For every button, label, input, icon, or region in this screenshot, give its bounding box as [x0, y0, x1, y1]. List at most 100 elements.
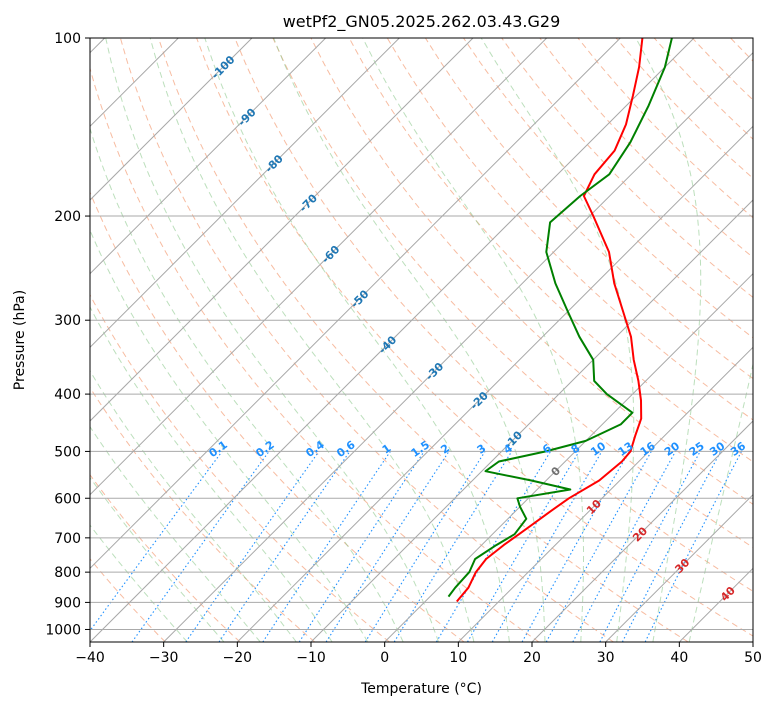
- plot-area: -100-90-80-70-60-50-40-30-20-10010203040…: [90, 38, 753, 642]
- mixing-ratio-label: 10: [588, 439, 608, 459]
- isotherm-line: [457, 346, 753, 642]
- x-tick-label: −10: [296, 650, 326, 666]
- mixing-ratio-label: 8: [569, 442, 583, 457]
- x-tick-label: 0: [380, 650, 389, 666]
- isotherm-line: [384, 272, 753, 642]
- series-lines: [447, 38, 673, 603]
- y-axis-ticks: 100 200 300 400 500 600 700 800 900 1000: [45, 31, 90, 638]
- mixing-ratio-line: [262, 451, 391, 642]
- moist-adiabat: [480, 38, 635, 642]
- mixing-ratio-label: 1.5: [409, 438, 432, 460]
- y-tick-label: 500: [54, 444, 81, 460]
- y-tick-label: 200: [54, 209, 81, 225]
- mixing-ratio-line: [218, 451, 351, 642]
- mixing-ratio-line: [298, 451, 425, 642]
- mixing-ratio-label: 1: [380, 442, 394, 457]
- dry-adiabat: [424, 38, 753, 380]
- dewpoint-profile-line: [447, 38, 673, 598]
- y-tick-label: 900: [54, 595, 81, 611]
- dry-adiabat: [90, 66, 540, 642]
- chart-title: wetPf2_GN05.2025.262.03.43.G29: [283, 12, 561, 32]
- isotherm-label: -20: [468, 389, 491, 412]
- x-tick-label: 40: [670, 650, 688, 666]
- dry-adiabats: [90, 38, 753, 642]
- moist-adiabat: [149, 38, 475, 642]
- moist-adiabat: [90, 425, 261, 642]
- mixing-ratio-line: [572, 451, 676, 642]
- x-tick-label: 30: [597, 650, 615, 666]
- isotherm-line: [90, 38, 621, 570]
- y-tick-label: 100: [54, 31, 81, 47]
- dry-adiabat: [386, 38, 753, 421]
- skewed-isotherms: [90, 38, 753, 642]
- mixing-ratio-line: [90, 451, 223, 632]
- moist-adiabat: [90, 369, 297, 642]
- mixing-ratio-label: 36: [728, 439, 748, 459]
- mixing-ratio-label: 16: [638, 439, 658, 459]
- moist-adiabat: [635, 38, 702, 642]
- mixing-ratio-label: 0.4: [303, 438, 327, 460]
- moist-adiabat: [204, 38, 510, 642]
- moist-adiabat: [105, 38, 439, 642]
- dry-adiabat: [348, 38, 753, 463]
- y-tick-label: 600: [54, 491, 81, 507]
- isotherm-label: -50: [348, 287, 371, 310]
- dry-adiabat: [234, 38, 753, 592]
- dry-adiabat: [90, 191, 465, 642]
- isobar-gridlines: [90, 38, 753, 630]
- isotherm-line: [90, 38, 327, 275]
- moist-adiabat: [90, 476, 225, 642]
- isotherm-line: [90, 38, 548, 496]
- isotherm-label: -100: [209, 53, 238, 82]
- isotherm-label-zero: 0: [549, 464, 564, 479]
- moist-adiabat: [90, 126, 404, 642]
- dry-adiabat: [158, 38, 689, 642]
- x-tick-label: −20: [223, 650, 253, 666]
- isotherm-line: [605, 493, 753, 642]
- dry-adiabat: [653, 38, 753, 140]
- isotherm-line: [531, 420, 753, 642]
- mixing-ratio-label: 0.1: [206, 438, 229, 460]
- y-axis-label: Pressure (hPa): [12, 290, 28, 390]
- dry-adiabat: [310, 38, 753, 505]
- dry-adiabat: [196, 38, 753, 637]
- isotherm-label-warm: 10: [584, 497, 604, 517]
- mixing-ratio-label: 0.6: [334, 438, 358, 460]
- dry-adiabat: [90, 293, 390, 642]
- x-tick-label: −30: [149, 650, 179, 666]
- mixing-ratio-line: [393, 451, 513, 642]
- mixing-ratio-label: 25: [687, 439, 707, 458]
- isotherm-line: [236, 125, 753, 642]
- isotherm-line: [90, 38, 400, 349]
- dry-adiabat: [90, 473, 241, 642]
- moist-adiabat: [273, 38, 546, 642]
- y-tick-label: 300: [54, 313, 81, 329]
- mixing-ratio-line: [599, 451, 701, 642]
- mixing-ratio-line: [185, 451, 320, 642]
- x-axis-label: Temperature (°C): [360, 681, 482, 697]
- moist-adiabats: [90, 38, 753, 642]
- x-tick-label: 20: [523, 650, 541, 666]
- y-tick-label: 800: [54, 565, 81, 581]
- dry-adiabat: [119, 38, 614, 642]
- isotherm-line: [752, 641, 753, 642]
- x-axis-ticks: −40 −30 −20 −10 0 10 20 30 40 50: [75, 642, 762, 666]
- mixing-ratio-label: 20: [662, 439, 682, 459]
- isotherm-label: -30: [423, 360, 446, 383]
- dry-adiabat: [463, 38, 753, 339]
- y-tick-label: 400: [54, 387, 81, 403]
- plot-frame: [89, 37, 754, 643]
- mixing-ratio-line: [621, 451, 722, 642]
- x-tick-label: 50: [744, 650, 762, 666]
- isotherm-line: [163, 51, 753, 642]
- moist-adiabat: [90, 306, 333, 642]
- x-tick-label: 10: [449, 650, 467, 666]
- dry-adiabat: [90, 386, 316, 642]
- dry-adiabat: [691, 38, 753, 101]
- moist-adiabat: [90, 524, 188, 642]
- moist-adiabat: [688, 361, 753, 642]
- moist-adiabat: [90, 229, 369, 642]
- isotherm-line: [90, 38, 695, 642]
